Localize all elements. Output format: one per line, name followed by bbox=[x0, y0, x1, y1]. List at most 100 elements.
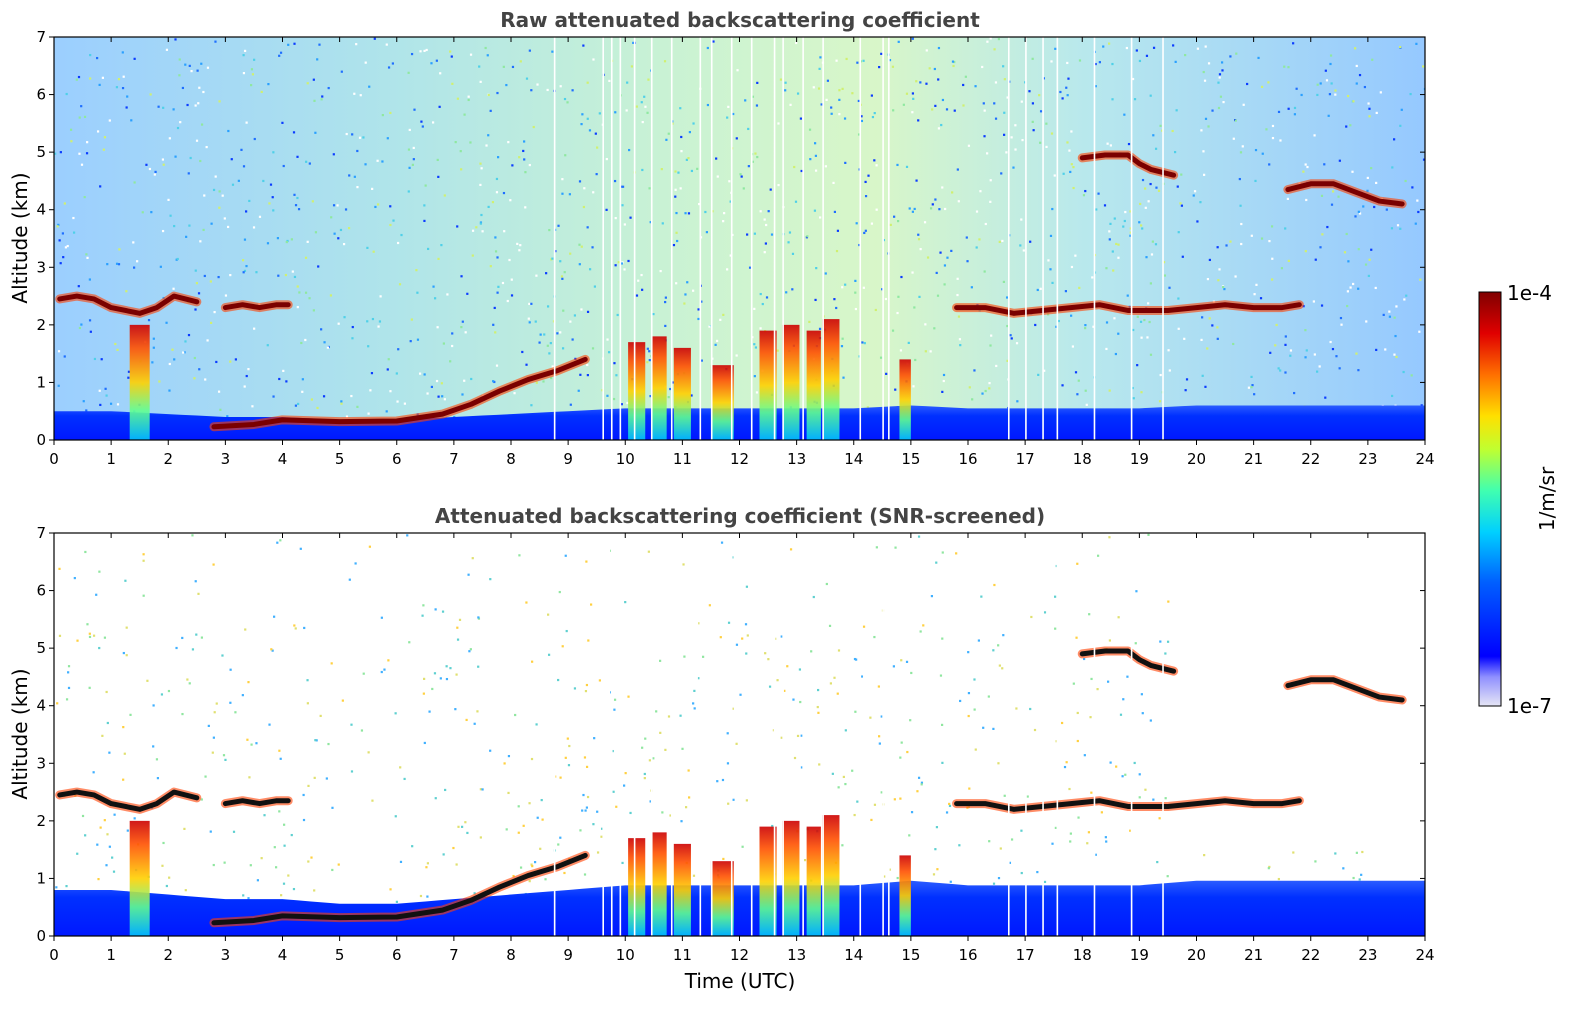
noise-pixel bbox=[1031, 57, 1034, 60]
noise-pixel bbox=[496, 291, 499, 294]
noise-pixel bbox=[1039, 287, 1042, 290]
noise-pixel bbox=[86, 141, 89, 144]
noise-pixel bbox=[148, 167, 152, 171]
noise-pixel bbox=[1108, 536, 1111, 539]
noise-pixel bbox=[1271, 278, 1274, 281]
noise-pixel bbox=[467, 98, 470, 102]
x-tick-label: 3 bbox=[221, 946, 231, 964]
noise-pixel bbox=[862, 59, 865, 62]
noise-pixel bbox=[176, 126, 180, 130]
noise-pixel bbox=[1216, 337, 1219, 340]
noise-pixel bbox=[187, 333, 191, 337]
noise-pixel bbox=[559, 836, 562, 839]
noise-pixel bbox=[683, 655, 686, 658]
noise-pixel bbox=[646, 361, 649, 364]
noise-pixel bbox=[596, 851, 600, 854]
x-tick-label: 0 bbox=[49, 946, 59, 964]
noise-pixel bbox=[1108, 639, 1112, 642]
noise-pixel bbox=[663, 60, 667, 63]
noise-pixel bbox=[615, 805, 618, 808]
noise-pixel bbox=[1284, 335, 1287, 338]
noise-pixel bbox=[679, 107, 682, 110]
noise-pixel bbox=[777, 122, 780, 125]
noise-pixel bbox=[735, 742, 738, 745]
noise-pixel bbox=[578, 263, 581, 266]
noise-pixel bbox=[211, 751, 214, 754]
noise-pixel bbox=[102, 148, 105, 151]
noise-pixel bbox=[204, 378, 207, 381]
noise-pixel bbox=[184, 63, 187, 66]
noise-pixel bbox=[307, 784, 310, 788]
noise-pixel bbox=[89, 53, 92, 57]
noise-pixel bbox=[860, 119, 864, 123]
noise-pixel bbox=[784, 89, 787, 92]
noise-pixel bbox=[343, 316, 346, 319]
noise-pixel bbox=[1371, 58, 1374, 61]
noise-pixel bbox=[458, 618, 462, 621]
noise-pixel bbox=[958, 338, 962, 341]
noise-pixel bbox=[389, 111, 392, 115]
noise-pixel bbox=[845, 57, 848, 61]
noise-pixel bbox=[1136, 315, 1139, 318]
noise-pixel bbox=[489, 109, 492, 112]
noise-pixel bbox=[118, 248, 121, 251]
noise-pixel bbox=[241, 259, 245, 262]
noise-pixel bbox=[889, 223, 892, 226]
noise-pixel bbox=[1076, 393, 1079, 396]
missing-profile bbox=[670, 37, 673, 440]
noise-pixel bbox=[421, 614, 424, 617]
noise-pixel bbox=[918, 295, 921, 298]
layer-core bbox=[57, 293, 200, 316]
y-tick-label: 4 bbox=[36, 201, 46, 219]
noise-pixel bbox=[871, 115, 875, 119]
noise-pixel bbox=[936, 294, 940, 297]
noise-pixel bbox=[1102, 45, 1105, 48]
noise-pixel bbox=[942, 379, 945, 383]
noise-pixel bbox=[1410, 374, 1413, 377]
noise-pixel bbox=[1134, 642, 1137, 645]
noise-pixel bbox=[503, 762, 506, 765]
noise-pixel bbox=[399, 766, 402, 769]
noise-pixel bbox=[1355, 82, 1358, 85]
noise-pixel bbox=[1111, 250, 1114, 253]
noise-pixel bbox=[586, 310, 590, 313]
noise-pixel bbox=[938, 208, 941, 211]
noise-pixel bbox=[64, 246, 68, 249]
noise-pixel bbox=[245, 210, 248, 213]
noise-pixel bbox=[121, 86, 125, 90]
noise-pixel bbox=[990, 334, 993, 337]
noise-pixel bbox=[994, 81, 998, 84]
noise-pixel bbox=[897, 295, 900, 298]
noise-pixel bbox=[187, 172, 190, 175]
noise-pixel bbox=[1177, 297, 1180, 300]
noise-pixel bbox=[753, 232, 756, 235]
noise-pixel bbox=[276, 237, 280, 240]
noise-pixel bbox=[99, 403, 102, 407]
noise-pixel bbox=[925, 82, 928, 85]
noise-pixel bbox=[674, 170, 677, 173]
noise-pixel bbox=[1319, 82, 1322, 85]
noise-pixel bbox=[96, 130, 100, 133]
noise-pixel bbox=[1399, 45, 1402, 49]
noise-pixel bbox=[96, 843, 99, 846]
noise-pixel bbox=[268, 723, 271, 726]
y-tick-label: 7 bbox=[36, 524, 46, 542]
noise-pixel bbox=[1138, 59, 1142, 63]
noise-pixel bbox=[771, 824, 774, 828]
noise-pixel bbox=[457, 825, 460, 828]
noise-pixel bbox=[318, 43, 321, 46]
missing-profile bbox=[633, 533, 636, 936]
noise-pixel bbox=[989, 344, 992, 347]
plume bbox=[806, 826, 821, 936]
noise-pixel bbox=[1068, 149, 1071, 152]
noise-pixel bbox=[188, 682, 191, 685]
noise-pixel bbox=[1068, 787, 1071, 791]
noise-pixel bbox=[829, 682, 833, 685]
noise-pixel bbox=[644, 737, 647, 740]
noise-pixel bbox=[770, 233, 774, 236]
noise-pixel bbox=[543, 333, 546, 336]
noise-pixel bbox=[369, 389, 372, 392]
noise-pixel bbox=[860, 675, 864, 678]
noise-pixel bbox=[684, 806, 688, 809]
noise-pixel bbox=[129, 713, 132, 716]
